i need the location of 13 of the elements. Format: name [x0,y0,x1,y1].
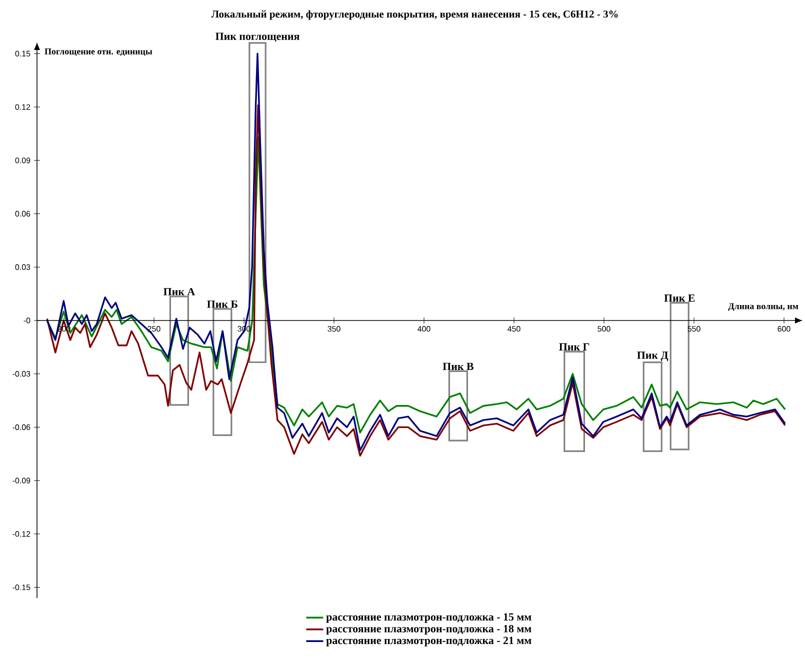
band-label: Пик Г [559,343,590,350]
band-label: Пик поглощения [216,32,300,42]
band-label: Пик Е [664,294,695,302]
chart-title: Локальный режим, фторуглеродные покрытия, время нанесения - 15 сек, C6H12 - 3% [211,10,618,20]
x-axis-title: Длина волны, нм [728,303,798,311]
legend-label: расстояние плазмотрон-подложка - 15 мм [326,613,532,623]
band-label: Пик Б [207,300,238,308]
legend-label: расстояние плазмотрон-подложка - 18 мм [326,624,532,635]
y-axis-title: Поглощение отн. единицы [44,48,152,56]
band-label: Пик В [442,362,474,370]
legend-label: расстояние плазмотрон-подложка - 21 мм [326,636,532,646]
band-label: Пик А [164,288,196,296]
band-label: Пик Д [637,352,668,362]
